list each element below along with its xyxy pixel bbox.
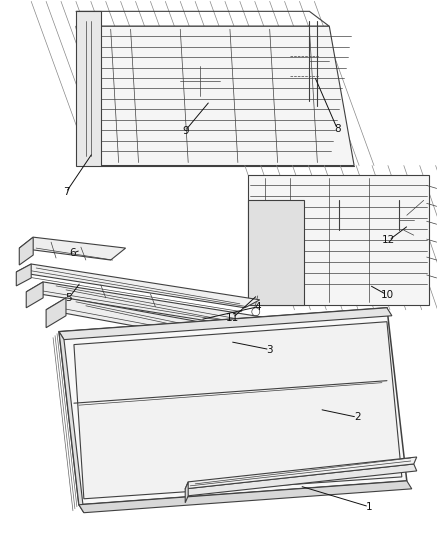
Polygon shape — [59, 308, 407, 505]
Text: 8: 8 — [334, 124, 341, 134]
Text: 2: 2 — [354, 412, 360, 422]
Text: 3: 3 — [266, 344, 273, 354]
Polygon shape — [79, 481, 412, 513]
Polygon shape — [16, 264, 31, 286]
Polygon shape — [248, 175, 429, 305]
Text: 6: 6 — [70, 248, 76, 258]
Text: 10: 10 — [380, 290, 393, 300]
Text: 12: 12 — [382, 235, 396, 245]
Text: 11: 11 — [226, 313, 240, 323]
Polygon shape — [76, 26, 354, 166]
Text: 1: 1 — [366, 502, 372, 512]
Polygon shape — [26, 282, 43, 308]
Polygon shape — [26, 282, 292, 332]
Polygon shape — [19, 237, 33, 265]
Polygon shape — [76, 11, 101, 166]
Polygon shape — [46, 298, 309, 354]
Polygon shape — [19, 237, 126, 260]
Polygon shape — [248, 200, 304, 305]
Text: 9: 9 — [182, 126, 188, 136]
Polygon shape — [185, 482, 188, 503]
Polygon shape — [185, 457, 417, 489]
Polygon shape — [46, 298, 66, 328]
Text: 5: 5 — [66, 293, 72, 303]
Polygon shape — [59, 308, 392, 340]
Polygon shape — [185, 464, 417, 496]
Polygon shape — [16, 264, 260, 308]
Text: 4: 4 — [254, 302, 261, 312]
Polygon shape — [59, 332, 84, 513]
Text: 7: 7 — [63, 188, 69, 197]
Polygon shape — [74, 322, 402, 499]
